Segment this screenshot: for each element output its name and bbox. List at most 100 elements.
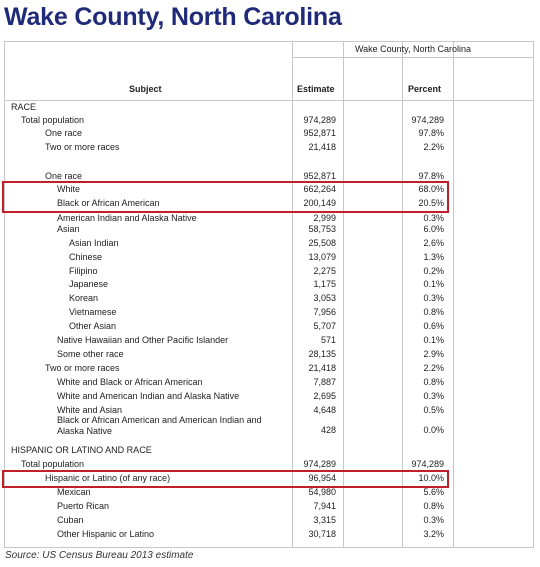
row-subject: White and American Indian and Alaska Nat… — [57, 391, 240, 401]
row-estimate: 25,508 — [308, 238, 336, 248]
table-row: Two or more races 21,418 2.2% — [5, 141, 535, 154]
row-subject: Some other race — [57, 349, 124, 359]
row-estimate: 7,887 — [313, 377, 336, 387]
row-estimate: 1,175 — [313, 279, 336, 289]
row-estimate: 2,695 — [313, 391, 336, 401]
table-row: Other Hispanic or Latino 30,718 3.2% — [5, 528, 535, 541]
table-row: Vietnamese 7,956 0.8% — [5, 306, 535, 319]
row-subject: HISPANIC OR LATINO AND RACE — [11, 445, 152, 455]
row-percent: 97.8% — [418, 171, 444, 181]
row-estimate: 200,149 — [303, 198, 336, 208]
column-group-header: Wake County, North Carolina — [354, 44, 472, 54]
race-highlight-box — [2, 181, 449, 213]
row-subject: One race — [45, 171, 83, 181]
row-estimate: 2,275 — [313, 266, 336, 276]
table-row: HISPANIC OR LATINO AND RACE — [5, 444, 535, 457]
row-subject: Vietnamese — [69, 307, 117, 317]
row-estimate: 662,264 — [303, 184, 336, 194]
row-subject: RACE — [11, 102, 37, 112]
row-percent: 0.6% — [423, 321, 444, 331]
row-subject: American Indian and Alaska Native — [57, 213, 197, 223]
row-subject: Korean — [69, 293, 99, 303]
table-row: Hispanic or Latino (of any race) 96,954 10… — [5, 472, 535, 485]
row-percent: 0.0% — [423, 425, 444, 435]
row-subject: Filipino — [69, 266, 98, 276]
row-percent: 0.3% — [423, 515, 444, 525]
table-row: One race 952,871 97.8% — [5, 127, 535, 140]
table-row: Two or more races 21,418 2.2% — [5, 362, 535, 375]
row-percent: 1.3% — [423, 252, 444, 262]
row-estimate: 5,707 — [313, 321, 336, 331]
row-subject: Total population — [21, 459, 85, 469]
row-percent: 0.5% — [423, 405, 444, 415]
row-subject: Puerto Rican — [57, 501, 110, 511]
column-divider — [343, 42, 344, 547]
table-row: Chinese 13,079 1.3% — [5, 251, 535, 264]
row-estimate: 7,956 — [313, 307, 336, 317]
row-percent: 0.2% — [423, 266, 444, 276]
row-estimate: 3,315 — [313, 515, 336, 525]
table-row: Total population 974,289 974,289 — [5, 458, 535, 471]
table-row: RACE — [5, 101, 535, 114]
row-subject: Total population — [21, 115, 85, 125]
table-row: Asian Indian 25,508 2.6% — [5, 237, 535, 250]
row-subject: Chinese — [69, 252, 103, 262]
table-row: Native Hawaiian and Other Pacific Island… — [5, 334, 535, 347]
row-percent: 10.0% — [418, 473, 444, 483]
table-row: White and Asian 4,648 0.5% — [5, 404, 535, 417]
table-row: White and Black or African American 7,887… — [5, 376, 535, 389]
row-estimate: 2,999 — [313, 213, 336, 223]
hispanic-highlight-box — [2, 470, 449, 488]
table-row: Black or African American and American I… — [5, 415, 535, 437]
row-percent: 0.8% — [423, 377, 444, 387]
row-percent: 0.3% — [423, 293, 444, 303]
percent-column-header: Percent — [408, 84, 442, 94]
table-row: Filipino 2,275 0.2% — [5, 265, 535, 278]
table-row: Other Asian 5,707 0.6% — [5, 320, 535, 333]
table-row: White 662,264 68.0% — [5, 183, 535, 196]
row-subject: One race — [45, 128, 83, 138]
row-percent: 974,289 — [411, 459, 444, 469]
row-estimate: 54,980 — [308, 487, 336, 497]
row-subject: Japanese — [69, 279, 109, 289]
row-estimate: 30,718 — [308, 529, 336, 539]
row-estimate: 21,418 — [308, 363, 336, 373]
row-estimate: 3,053 — [313, 293, 336, 303]
row-subject: Hispanic or Latino (of any race) — [45, 473, 171, 483]
row-subject: Asian — [57, 224, 80, 234]
column-divider — [453, 42, 454, 547]
row-estimate: 571 — [320, 335, 336, 345]
table-row: Total population 974,289 974,289 — [5, 114, 535, 127]
row-subject: White and Black or African American — [57, 377, 203, 387]
row-percent: 0.8% — [423, 501, 444, 511]
row-subject: Mexican — [57, 487, 91, 497]
row-subject: Two or more races — [45, 363, 120, 373]
row-estimate: 428 — [320, 425, 336, 435]
row-estimate: 952,871 — [303, 171, 336, 181]
table-row: Mexican 54,980 5.6% — [5, 486, 535, 499]
row-percent: 5.6% — [423, 487, 444, 497]
column-divider — [402, 42, 403, 547]
column-divider — [292, 42, 293, 547]
row-percent: 20.5% — [418, 198, 444, 208]
row-percent: 0.3% — [423, 391, 444, 401]
table-row: Some other race 28,135 2.9% — [5, 348, 535, 361]
row-estimate: 96,954 — [308, 473, 336, 483]
table-row: Korean 3,053 0.3% — [5, 292, 535, 305]
table-row: One race 952,871 97.8% — [5, 170, 535, 183]
row-percent: 2.9% — [423, 349, 444, 359]
row-subject: Two or more races — [45, 142, 120, 152]
row-estimate: 21,418 — [308, 142, 336, 152]
row-subject: Black or African American — [57, 198, 160, 208]
table-row: Black or African American 200,149 20.5% — [5, 197, 535, 210]
row-estimate: 7,941 — [313, 501, 336, 511]
row-subject: White and Asian — [57, 405, 123, 415]
page-title: Wake County, North Carolina — [4, 3, 342, 31]
table-row: White and American Indian and Alaska Nat… — [5, 390, 535, 403]
row-subject: Other Hispanic or Latino — [57, 529, 155, 539]
header-divider — [5, 100, 533, 101]
row-estimate: 4,648 — [313, 405, 336, 415]
subject-column-header: Subject — [129, 84, 162, 94]
row-percent: 3.2% — [423, 529, 444, 539]
row-percent: 974,289 — [411, 115, 444, 125]
